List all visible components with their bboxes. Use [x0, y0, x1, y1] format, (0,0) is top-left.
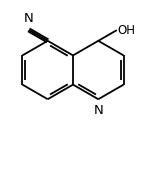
Text: OH: OH [117, 24, 135, 37]
Text: N: N [93, 104, 103, 117]
Text: N: N [24, 12, 34, 25]
